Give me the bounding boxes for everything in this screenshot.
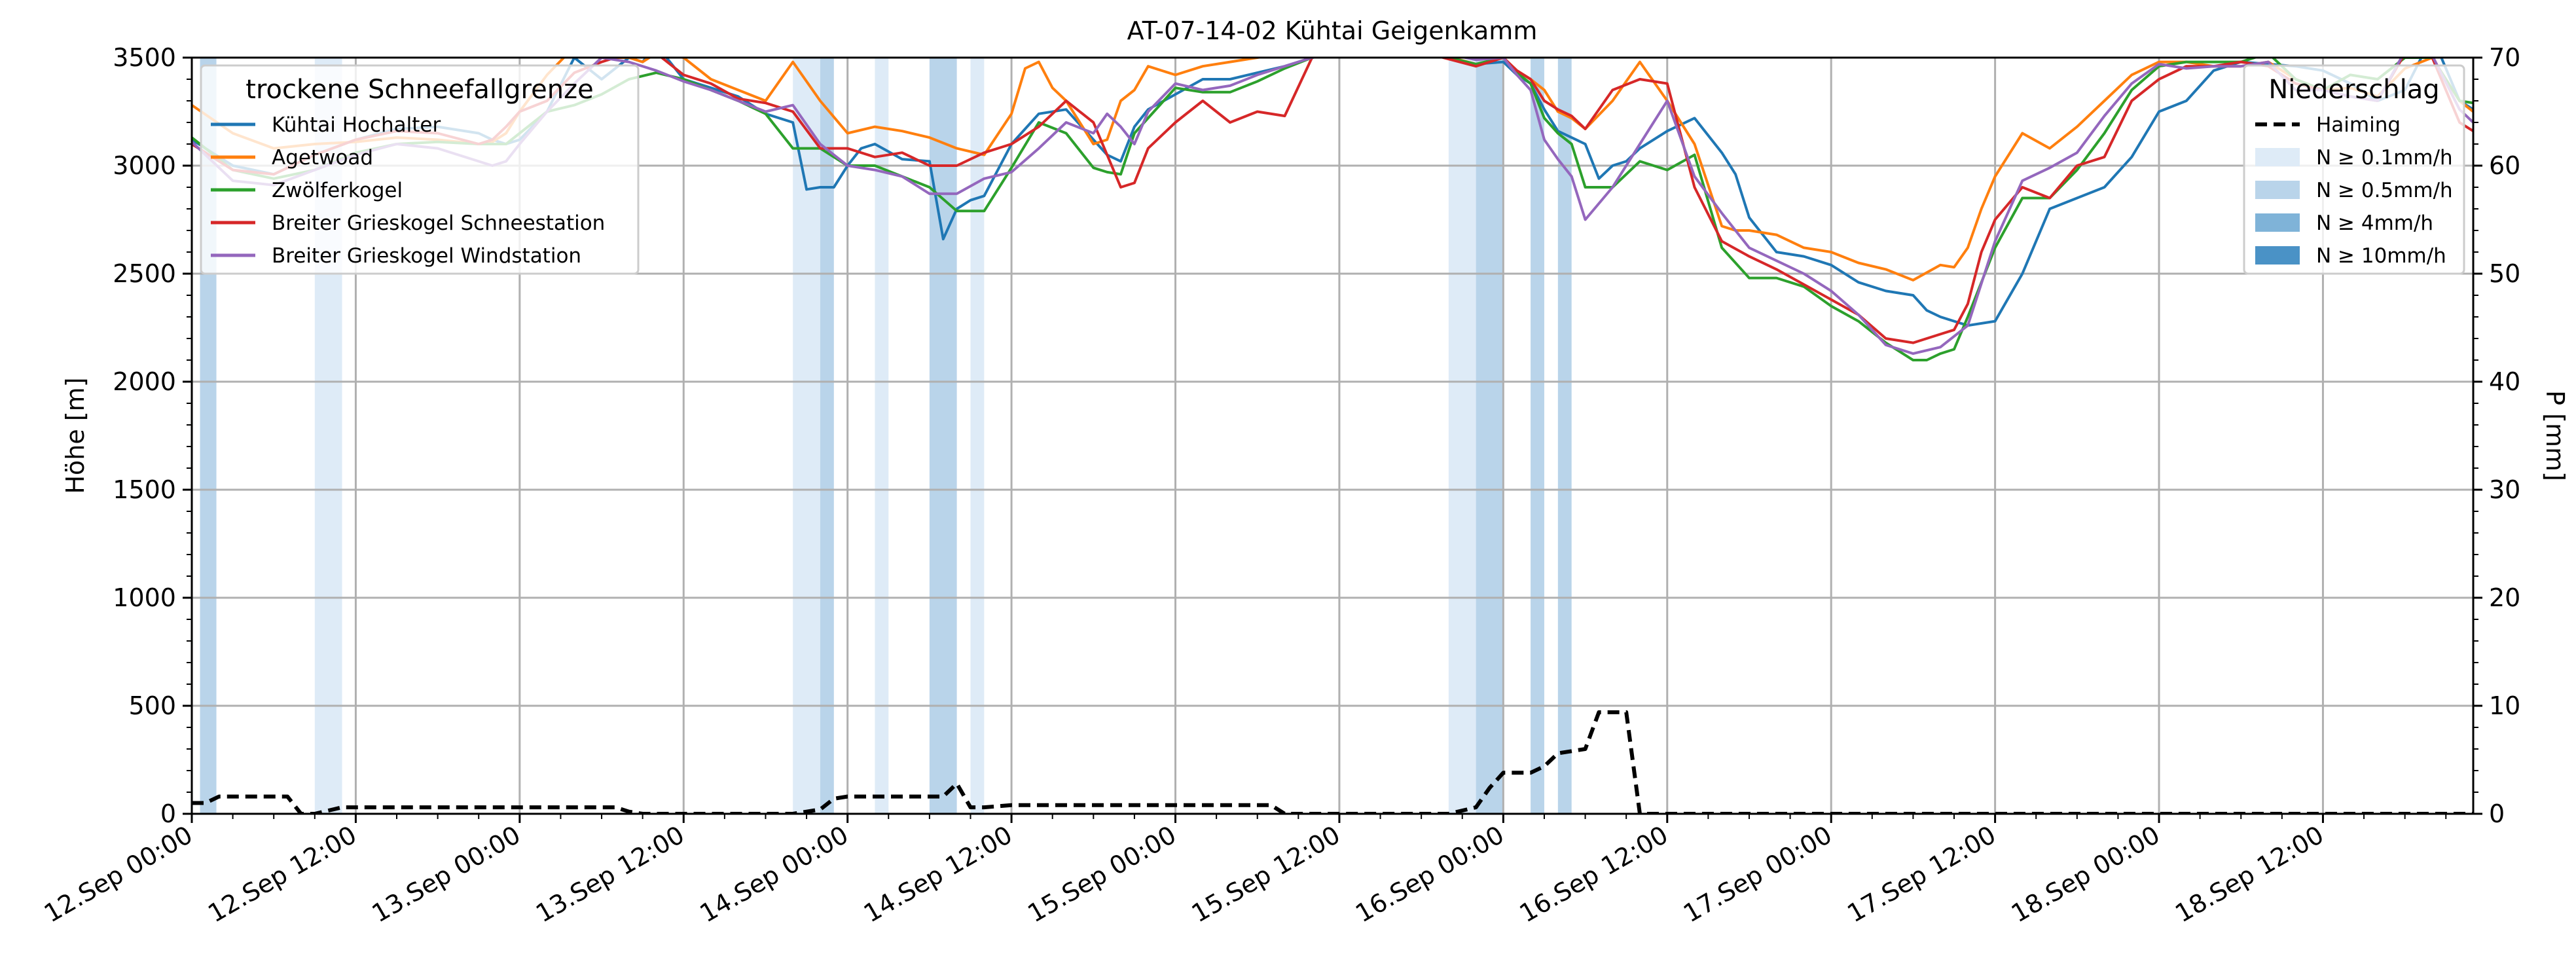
legend-precip-swatch-1	[2255, 148, 2300, 166]
y-tick-label-right-7: 70	[2489, 43, 2520, 72]
legend-snow-label-2: Zwölferkogel	[272, 179, 403, 202]
chart-title: AT-07-14-02 Kühtai Geigenkamm	[1127, 16, 1538, 45]
y-tick-label-right-0: 0	[2489, 799, 2505, 828]
y-tick-label-left-7: 3500	[113, 43, 176, 72]
precip-band-3	[820, 58, 834, 814]
legend-snow: trockene Schneefallgrenze Kühtai Hochalte…	[200, 64, 640, 275]
precip-band-5	[929, 58, 957, 814]
y-tick-label-left-1: 500	[128, 691, 176, 720]
legend-precip-label-2: N ≥ 0.5mm/h	[2316, 179, 2453, 202]
legend-precip-title: Niederschlag	[2268, 75, 2439, 105]
legend-precip-label-1: N ≥ 0.1mm/h	[2316, 146, 2453, 170]
series-line-0	[192, 58, 2473, 327]
series-line-4	[192, 58, 2473, 356]
legend-precip-label-4: N ≥ 10mm/h	[2316, 244, 2446, 268]
precip-band-10	[1557, 58, 1572, 814]
y-axis-label-right: P [mm]	[2541, 390, 2569, 481]
legend-precip-label-3: N ≥ 4mm/h	[2316, 211, 2433, 235]
legend-precip-swatch-2	[2255, 181, 2300, 199]
precip-band-9	[1531, 58, 1544, 814]
legend-precip: Niederschlag Haiming N ≥ 0.1mm/h N ≥ 0.5mm/…	[2243, 64, 2465, 275]
legend-snow-label-1: Agetwoad	[272, 146, 373, 170]
legend-snow-box	[200, 64, 640, 275]
y-axis-label-left: Höhe [m]	[61, 377, 90, 494]
legend-snow-title: trockene Schneefallgrenze	[245, 75, 593, 105]
y-tick-label-left-3: 1500	[113, 475, 176, 504]
legend-snow-label-0: Kühtai Hochalter	[272, 113, 441, 137]
y-tick-label-right-1: 10	[2489, 691, 2520, 720]
precip-band-8	[1476, 58, 1504, 814]
series-line-2	[192, 58, 2473, 361]
y-tick-label-right-4: 40	[2489, 367, 2520, 396]
precip-band-6	[970, 58, 985, 814]
y-tick-label-right-5: 50	[2489, 259, 2520, 288]
plot-frame	[190, 56, 2475, 815]
series-line-5	[192, 710, 2473, 814]
y-tick-label-left-6: 3000	[113, 151, 176, 180]
series-lines	[192, 58, 2473, 814]
y-tick-label-left-5: 2500	[113, 259, 176, 288]
precip-band-2	[793, 58, 820, 814]
precip-band-4	[875, 58, 889, 814]
series-line-3	[192, 58, 2473, 344]
y-tick-label-left-2: 1000	[113, 583, 176, 612]
legend-precip-swatch-3	[2255, 213, 2300, 232]
legend-snow-label-4: Breiter Grieskogel Windstation	[272, 244, 581, 268]
y-tick-label-right-6: 60	[2489, 151, 2520, 180]
y-tick-label-right-2: 20	[2489, 583, 2520, 612]
y-tick-label-left-4: 2000	[113, 367, 176, 396]
legend-precip-label-0: Haiming	[2316, 113, 2401, 137]
y-tick-label-right-3: 30	[2489, 475, 2520, 504]
precip-band-7	[1448, 58, 1476, 814]
y-tick-label-left-0: 0	[160, 799, 176, 828]
series-line-1	[192, 58, 2473, 282]
legend-precip-swatch-4	[2255, 246, 2300, 265]
legend-snow-label-3: Breiter Grieskogel Schneestation	[272, 211, 605, 235]
